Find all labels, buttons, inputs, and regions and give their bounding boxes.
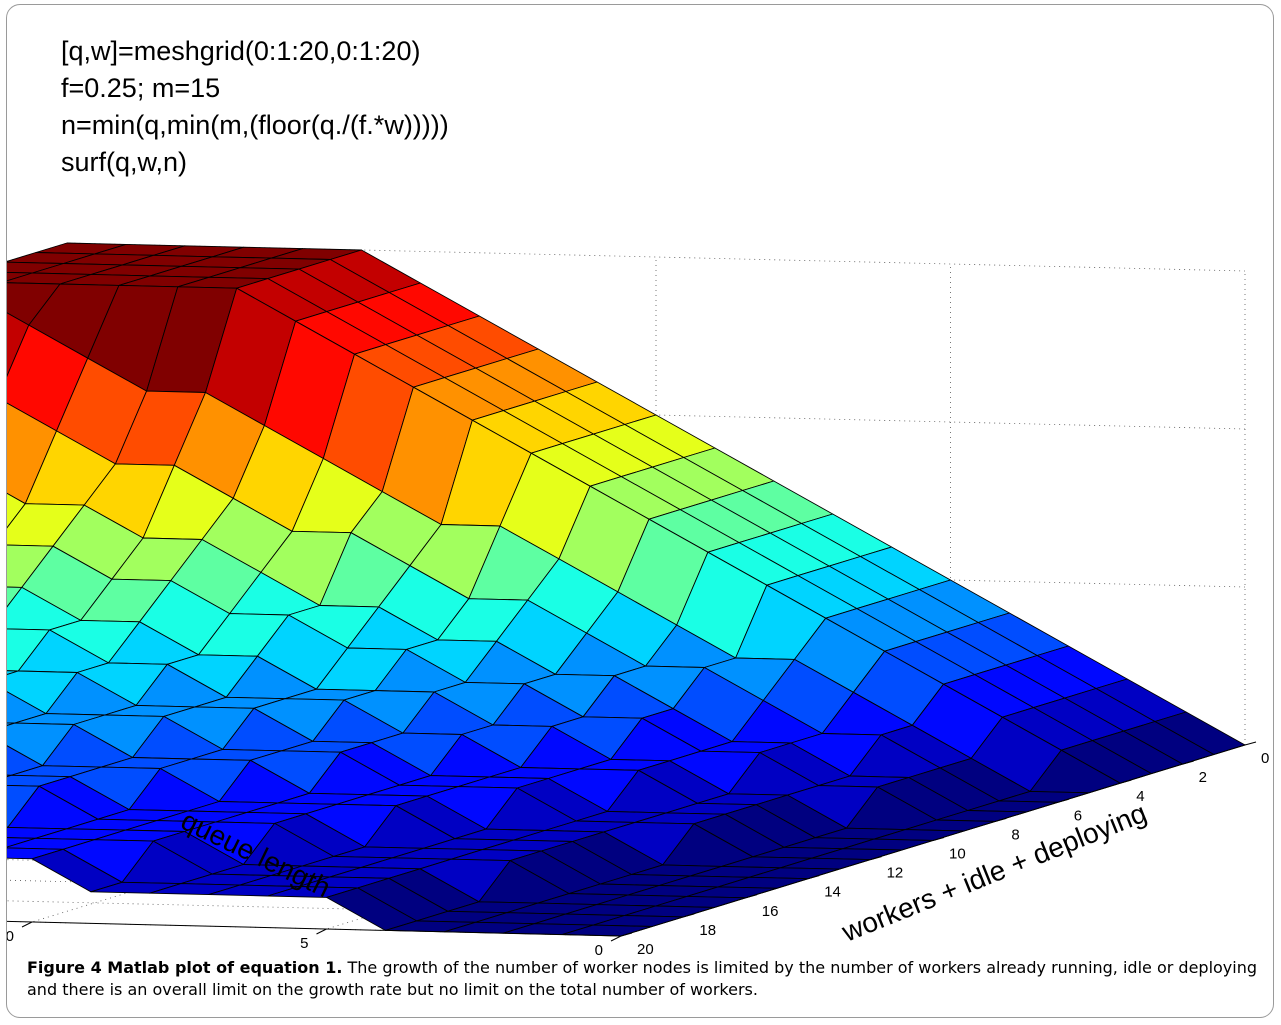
workers-tick-label: 8 [1011, 826, 1019, 843]
workers-tick-label: 12 [887, 865, 904, 882]
workers-tick [1057, 798, 1069, 803]
code-annotation: [q,w]=meshgrid(0:1:20,0:1:20) f=0.25; m=… [61, 33, 449, 181]
surface-plot: 0510150510152002468101214161820queue len… [7, 242, 1269, 959]
workers-tick [1244, 741, 1257, 746]
code-line: [q,w]=meshgrid(0:1:20,0:1:20) [61, 36, 421, 66]
workers-tick [1120, 779, 1132, 784]
workers-tick [683, 913, 695, 918]
code-line: surf(q,w,n) [61, 147, 188, 177]
workers-tick [995, 817, 1007, 822]
workers-tick-label: 2 [1199, 769, 1207, 786]
surface-face [7, 492, 26, 529]
workers-tick-label: 14 [824, 884, 841, 901]
workers-tick-label: 18 [699, 922, 716, 939]
queue-tick-label: 5 [300, 935, 308, 952]
queue-tick [316, 928, 327, 935]
workers-tick [932, 837, 945, 841]
workers-tick-label: 16 [762, 903, 779, 920]
workers-tick-label: 10 [949, 846, 966, 863]
queue-tick [610, 935, 622, 942]
figure-caption: Figure 4 Matlab plot of equation 1. The … [27, 957, 1257, 1001]
workers-tick [620, 932, 633, 937]
queue-tick [21, 921, 33, 928]
code-line: n=min(q,min(m,(floor(q./(f.*w))))) [61, 110, 449, 140]
surface-mesh [7, 242, 1246, 937]
caption-label: Figure 4 Matlab plot of equation 1. [27, 958, 343, 977]
queue-tick-label: 10 [7, 928, 14, 945]
workers-tick [870, 856, 882, 861]
workers-tick-label: 20 [637, 941, 654, 958]
workers-tick [808, 875, 820, 880]
queue-tick-label: 0 [595, 942, 603, 959]
caption-text: The growth of the number of worker nodes… [27, 958, 1258, 999]
workers-tick [1182, 760, 1194, 765]
figure-frame: 0510150510152002468101214161820queue len… [6, 4, 1274, 1018]
workers-tick-label: 0 [1261, 750, 1269, 767]
workers-tick-label: 6 [1074, 807, 1082, 824]
workers-tick [745, 894, 757, 899]
workers-tick-label: 4 [1136, 788, 1144, 805]
code-line: f=0.25; m=15 [61, 73, 221, 103]
